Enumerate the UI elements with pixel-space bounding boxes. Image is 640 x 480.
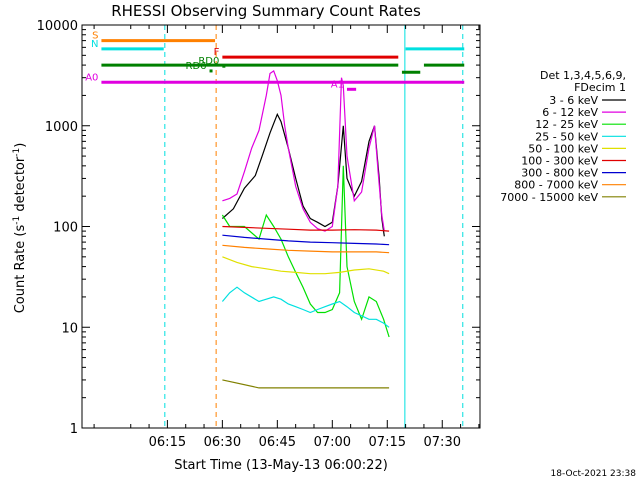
footer-timestamp: 18-Oct-2021 23:38: [551, 469, 637, 479]
flag-label-0: S: [92, 31, 98, 42]
series-line-4: [222, 256, 390, 275]
legend-label-8: 7000 - 15000 keV: [500, 191, 598, 204]
x-axis-label: Start Time (13-May-13 06:00:22): [174, 458, 388, 473]
series-line-6: [222, 234, 390, 246]
series-line-3: [221, 286, 390, 328]
x-tick-label-3: 07:00: [314, 435, 351, 450]
legend-header-2: FDecim 1: [574, 81, 626, 94]
legend-label-5: 100 - 300 keV: [521, 155, 598, 168]
axes: 06:15 06:30 06:45 07:00 07:15 07:30 1 10 100 1000…: [37, 19, 481, 450]
y-label-part3: ): [13, 143, 28, 148]
flag-label-9: A0: [85, 72, 98, 83]
y-label-part1: Count Rate (s: [13, 225, 28, 314]
y-tick-label-4: 10000: [37, 19, 78, 34]
flag-label-3: F: [214, 47, 220, 58]
series-line-0: [222, 112, 385, 237]
series-line-1: [222, 69, 385, 232]
y-label-sup2: -1: [12, 148, 22, 157]
y-tick-label-2: 100: [53, 221, 78, 236]
y-label-part2: detector: [13, 156, 28, 216]
x-tick-label-4: 07:15: [369, 435, 406, 450]
y-tick-label-3: 1000: [45, 120, 78, 135]
x-tick-label-0: 06:15: [149, 435, 186, 450]
legend-label-7: 800 - 7000 keV: [514, 179, 598, 192]
y-tick-label-0: 1: [70, 422, 78, 437]
legend-label-6: 300 - 800 keV: [521, 167, 598, 180]
legend-label-2: 12 - 25 keV: [535, 118, 598, 131]
chart-title: RHESSI Observing Summary Count Rates: [111, 2, 421, 20]
legend-label-1: 6 - 12 keV: [542, 106, 598, 119]
legend-header-1: Det 1,3,4,5,6,9,: [540, 69, 626, 82]
x-tick-label-1: 06:30: [204, 435, 241, 450]
y-label-sup1: -1: [12, 216, 22, 225]
y-tick-label-1: 10: [61, 321, 78, 336]
plot-frame: [81, 24, 481, 429]
x-tick-label-5: 07:30: [424, 435, 461, 450]
series-line-2: [221, 165, 390, 338]
flag-label-8: RD6: [186, 61, 207, 72]
legend-label-4: 50 - 100 keV: [528, 142, 598, 155]
flag-label-1: N: [91, 39, 98, 50]
series-line-7: [222, 244, 390, 254]
legend-label-3: 25 - 50 keV: [535, 130, 598, 143]
plot-area: [164, 25, 464, 428]
flag-label-10: A1: [331, 79, 344, 90]
flag-label-6: RD0: [198, 56, 219, 67]
legend-label-0: 3 - 6 keV: [549, 94, 598, 107]
x-tick-label-2: 06:45: [259, 435, 296, 450]
y-axis-label: Count Rate (s-1 detector-1): [12, 143, 28, 314]
series-line-8: [222, 379, 390, 389]
series-line-5: [222, 225, 390, 232]
